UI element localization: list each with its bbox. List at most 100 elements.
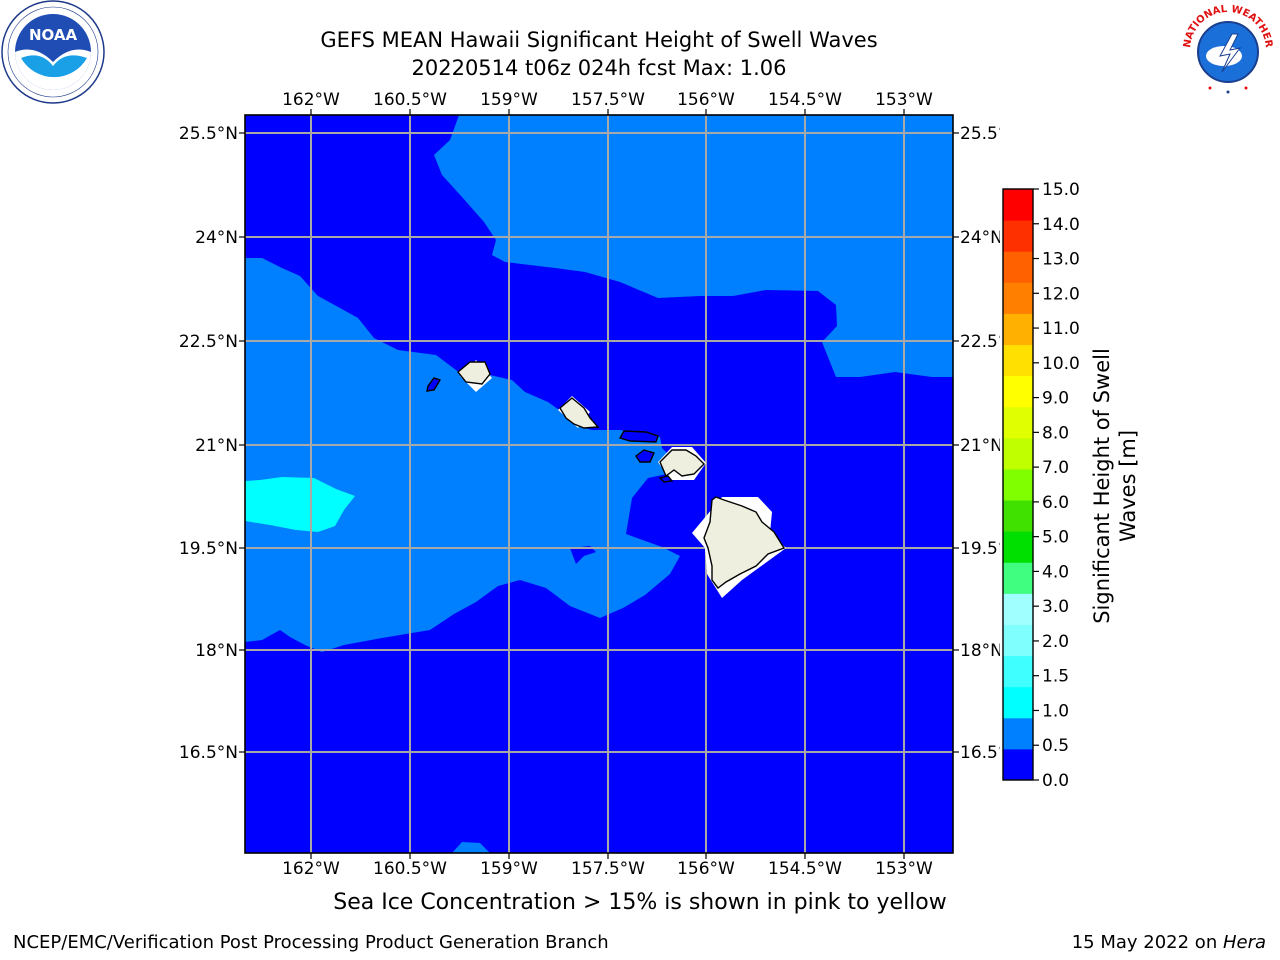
- colorbar-swatch: [1003, 437, 1033, 470]
- colorbar-tick-label: 12.0: [1042, 284, 1080, 304]
- colorbar-frame: [1002, 188, 1034, 781]
- lon-label: 162°W: [282, 90, 340, 110]
- lon-label: 153°W: [875, 90, 933, 110]
- lat-label: 19.5°N: [179, 539, 238, 559]
- oahu-island: [559, 397, 600, 429]
- lanai-island: [635, 449, 655, 463]
- lat-label: 25.5°N: [179, 124, 238, 144]
- colorbar-ticks: 0.0 0.5 1.0 1.5 2.0 3.0 4.0 5.0 6.0 7.0 8.0 9.0 10.0…: [1033, 180, 1080, 791]
- colorbar-swatch: [1003, 717, 1033, 750]
- lat-label: 24°N: [195, 228, 238, 248]
- lon-label: 160.5°W: [373, 90, 447, 110]
- colorbar-swatch: [1003, 562, 1033, 594]
- colorbar-tick-label: 3.0: [1042, 597, 1069, 617]
- footer-date: 15 May 2022 on Hera: [1072, 932, 1266, 953]
- lon-label: 159°W: [480, 90, 538, 110]
- lon-label: 157.5°W: [571, 90, 645, 110]
- footer-branch: NCEP/EMC/Verification Post Processing Pr…: [13, 932, 609, 953]
- colorbar-swatch: [1003, 251, 1033, 283]
- noaa-logo: NOAA: [1, 0, 105, 104]
- big-island: [703, 496, 786, 589]
- lon-label: 159°W: [480, 859, 538, 879]
- swell-mid-region-central: [245, 258, 680, 652]
- lat-labels-left: 25.5°N 24°N 22.5°N 21°N 19.5°N 18°N 16.5…: [179, 124, 238, 763]
- colorbar-tick-label: 6.0: [1042, 493, 1069, 513]
- lat-label: 19.5°N: [960, 539, 1000, 559]
- colorbar-swatch: [1003, 468, 1033, 501]
- lon-labels-bottom: 162°W 160.5°W 159°W 157.5°W 156°W 154.5°…: [282, 859, 933, 879]
- nws-logo: NATIONAL WEATHER SERVICE: [1176, 0, 1276, 98]
- colorbar-swatch: [1003, 313, 1033, 346]
- swell-mid-region-north: [434, 115, 953, 377]
- colorbar-tick-label: 1.0: [1042, 701, 1069, 721]
- footer-date-text: 15 May 2022 on: [1071, 932, 1223, 953]
- colorbar-tick-label: 14.0: [1042, 215, 1080, 235]
- lon-label: 154.5°W: [768, 859, 842, 879]
- colorbar-swatch: [1003, 748, 1033, 781]
- colorbar-tick-label: 11.0: [1042, 319, 1080, 339]
- chart-subtitle: 20220514 t06z 024h fcst Max: 1.06: [411, 56, 787, 80]
- kahoolawe-island: [658, 475, 674, 483]
- colorbar-tick-label: 0.5: [1042, 736, 1069, 756]
- colorbar-tick-label: 9.0: [1042, 389, 1069, 409]
- colorbar-tick-label: 1.5: [1042, 667, 1069, 687]
- map-area: [245, 115, 953, 853]
- swell-light-region: [245, 477, 355, 532]
- lat-label: 18°N: [960, 641, 1000, 661]
- lat-labels-right: 25.5°N 24°N 22.5°N 21°N 19.5°N 18°N 16.5…: [960, 124, 1000, 763]
- chart-title: GEFS MEAN Hawaii Significant Height of S…: [320, 28, 878, 52]
- colorbar: 0.0 0.5 1.0 1.5 2.0 3.0 4.0 5.0 6.0 7.0 8.0 9.0 10.0…: [1002, 180, 1140, 791]
- colorbar-swatch: [1003, 531, 1033, 563]
- lat-label: 22.5°N: [960, 332, 1000, 352]
- colorbar-swatch: [1003, 686, 1033, 719]
- lon-label: 160.5°W: [373, 859, 447, 879]
- lat-label: 21°N: [960, 436, 1000, 456]
- lat-label: 24°N: [960, 228, 1000, 248]
- kauai-island: [457, 361, 491, 385]
- colorbar-swatch: [1003, 344, 1033, 377]
- colorbar-swatch: [1003, 500, 1033, 532]
- map-ticks: [239, 109, 959, 859]
- colorbar-tick-label: 0.0: [1042, 771, 1069, 791]
- molokai-island: [618, 430, 659, 443]
- map-grid: [245, 115, 953, 853]
- swell-mid-patch-south: [452, 842, 490, 853]
- colorbar-tick-label: 15.0: [1042, 180, 1080, 200]
- colorbar-swatch: [1003, 282, 1033, 314]
- swell-deep-patch: [570, 546, 596, 564]
- colorbar-tick-label: 8.0: [1042, 423, 1069, 443]
- colorbar-label: Significant Height of Swell Waves [m]: [1090, 348, 1140, 624]
- sea-ice-note: Sea Ice Concentration > 15% is shown in …: [333, 890, 947, 915]
- colorbar-swatch: [1003, 624, 1033, 657]
- footer-host: Hera: [1222, 932, 1266, 953]
- lon-label: 156°W: [677, 859, 735, 879]
- noaa-logo-text: NOAA: [29, 26, 78, 44]
- islands: [426, 360, 786, 598]
- colorbar-swatch: [1003, 406, 1033, 439]
- colorbar-swatch: [1003, 375, 1033, 408]
- lon-label: 162°W: [282, 859, 340, 879]
- lat-label: 21°N: [195, 436, 238, 456]
- colorbar-tick-label: 13.0: [1042, 250, 1080, 270]
- lon-labels-top: 162°W 160.5°W 159°W 157.5°W 156°W 154.5°…: [282, 90, 933, 110]
- lat-label: 16.5°N: [960, 743, 1000, 763]
- lon-label: 157.5°W: [571, 859, 645, 879]
- colorbar-label-line1: Significant Height of Swell: [1090, 348, 1114, 624]
- colorbar-swatch: [1003, 593, 1033, 625]
- lat-label: 18°N: [195, 641, 238, 661]
- colorbar-tick-label: 2.0: [1042, 632, 1069, 652]
- lon-label: 154.5°W: [768, 90, 842, 110]
- lat-label: 16.5°N: [179, 743, 238, 763]
- colorbar-swatches: [1003, 189, 1033, 781]
- lon-label: 153°W: [875, 859, 933, 879]
- map-frame: [244, 114, 954, 854]
- colorbar-tick-label: 7.0: [1042, 458, 1069, 478]
- lat-label: 22.5°N: [179, 332, 238, 352]
- colorbar-swatch: [1003, 189, 1033, 221]
- colorbar-label-line2: Waves [m]: [1116, 430, 1140, 542]
- colorbar-swatch: [1003, 220, 1033, 252]
- lat-label: 25.5°N: [960, 124, 1000, 144]
- colorbar-tick-label: 4.0: [1042, 562, 1069, 582]
- map-figure: 162°W 160.5°W 159°W 157.5°W 156°W 154.5°…: [179, 90, 1000, 879]
- colorbar-swatch: [1003, 655, 1033, 688]
